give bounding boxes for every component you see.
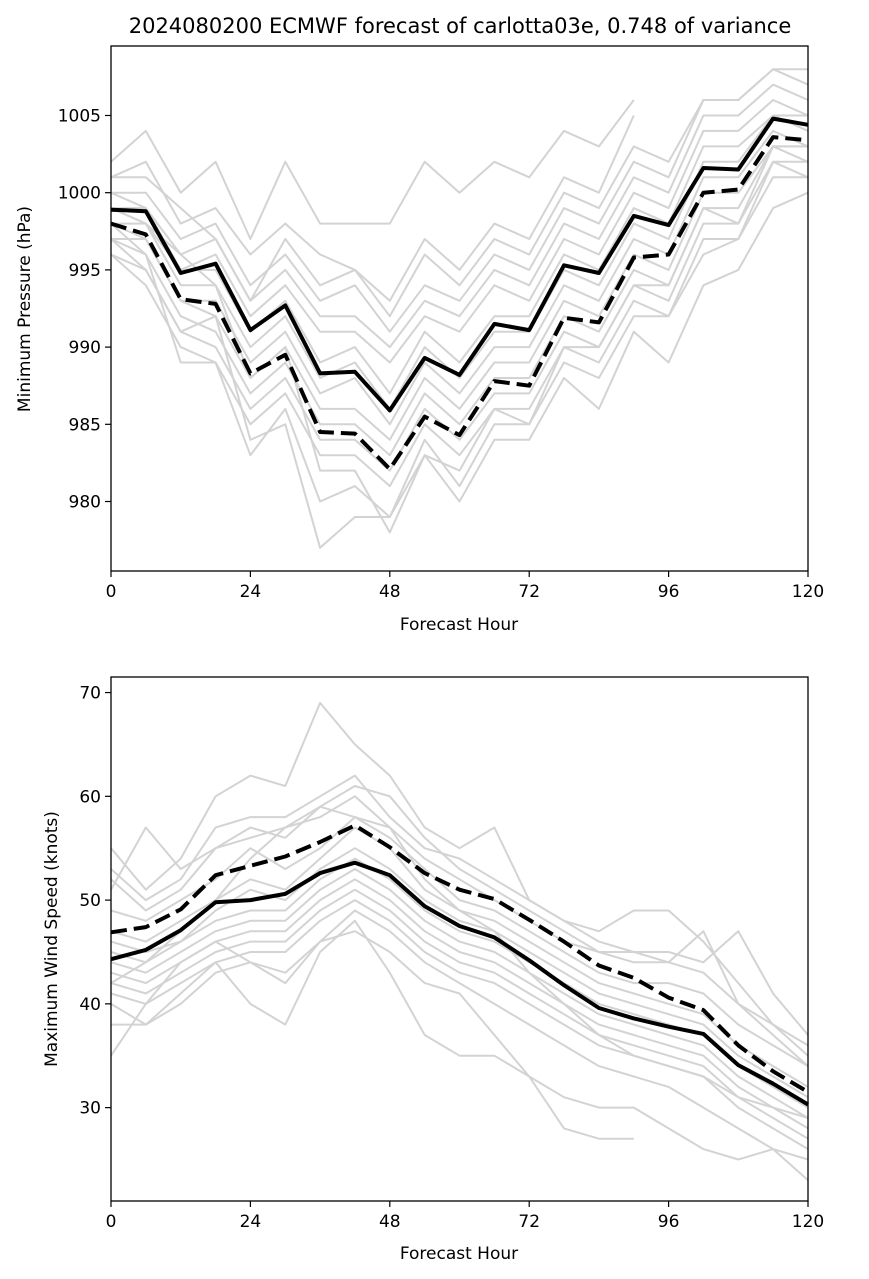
pressure-member-line: [110, 160, 808, 472]
pressure-x-tick-label: 96: [658, 582, 680, 602]
pressure-axes: 0 24 48 72 96 120 980 985 990 995 1000 1005: [58, 45, 824, 602]
wind-member-line: [110, 847, 809, 1099]
wind-x-tick-label: 96: [658, 1212, 680, 1232]
pressure-member-line: [110, 114, 808, 395]
wind-solid-line: [110, 860, 810, 1107]
wind-panel: 0 24 48 72 96 120 30 40 50 60 70 Forecast Hour Max…: [42, 676, 824, 1264]
wind-y-tick-label: 70: [79, 684, 101, 704]
pressure-y-tick-label: 985: [69, 415, 101, 435]
wind-y-tick-label: 30: [79, 1099, 101, 1119]
wind-plot-frame: [110, 676, 809, 1202]
pressure-panel: 0 24 48 72 96 120 980 985 990 995 1000 1005 Forecas…: [15, 45, 824, 635]
chart-title: 2024080200 ECMWF forecast of carlotta03e…: [129, 14, 792, 38]
pressure-dashed-line: [110, 135, 809, 472]
wind-x-tick-label: 72: [518, 1212, 540, 1232]
wind-x-tick-label: 0: [106, 1212, 117, 1232]
pressure-x-tick-label: 24: [240, 582, 262, 602]
wind-y-tick-label: 50: [79, 891, 101, 911]
pressure-y-tick-label: 990: [69, 338, 101, 358]
wind-x-axis-label: Forecast Hour: [400, 1244, 518, 1264]
pressure-member-line: [110, 160, 809, 488]
wind-member-line: [110, 826, 809, 1088]
pressure-solid-line: [110, 116, 809, 413]
pressure-x-tick-label: 72: [518, 582, 540, 602]
wind-series-group: [110, 701, 810, 1181]
wind-member-line: [110, 816, 809, 1067]
pressure-y-axis-label: Minimum Pressure (hPa): [15, 206, 35, 412]
pressure-y-tick-label: 1005: [58, 106, 101, 126]
wind-x-tick-label: 24: [240, 1212, 262, 1232]
pressure-y-tick-label: 980: [69, 493, 101, 513]
pressure-x-axis-label: Forecast Hour: [400, 615, 518, 635]
pressure-member-line: [110, 191, 809, 549]
pressure-member-line: [110, 176, 808, 518]
pressure-plot-frame: [110, 45, 809, 572]
pressure-x-tick-label: 120: [792, 582, 824, 602]
wind-member-line: [111, 919, 634, 1140]
wind-member-line: [110, 774, 809, 1057]
wind-y-tick-label: 40: [79, 995, 101, 1015]
wind-member-line: [110, 930, 809, 1181]
wind-y-tick-label: 60: [79, 787, 101, 807]
wind-axes: 0 24 48 72 96 120 30 40 50 60 70: [79, 676, 824, 1232]
wind-member-line: [110, 701, 809, 1047]
pressure-y-tick-label: 1000: [58, 184, 101, 204]
pressure-x-tick-label: 48: [379, 582, 401, 602]
wind-x-tick-label: 48: [379, 1212, 401, 1232]
wind-member-line: [110, 785, 809, 1067]
wind-member-line: [110, 909, 809, 1161]
pressure-member-line: [111, 68, 809, 318]
wind-dashed-line: [110, 823, 810, 1094]
pressure-member-line: [110, 99, 635, 240]
pressure-series-group: [110, 68, 809, 549]
pressure-x-tick-label: 0: [106, 582, 117, 602]
wind-member-line: [110, 868, 809, 1119]
pressure-member-line: [110, 145, 808, 534]
wind-x-tick-label: 120: [792, 1212, 824, 1232]
wind-member-line: [110, 805, 809, 1119]
pressure-member-line: [111, 68, 808, 333]
wind-member-line: [110, 878, 809, 1130]
pressure-y-tick-label: 995: [69, 261, 101, 281]
pressure-member-line: [111, 99, 809, 364]
wind-y-axis-label: Maximum Wind Speed (knots): [42, 811, 62, 1067]
pressure-member-line: [111, 145, 808, 441]
pressure-member-line: [110, 115, 635, 302]
wind-member-line: [110, 795, 809, 1036]
pressure-member-line: [110, 129, 809, 426]
